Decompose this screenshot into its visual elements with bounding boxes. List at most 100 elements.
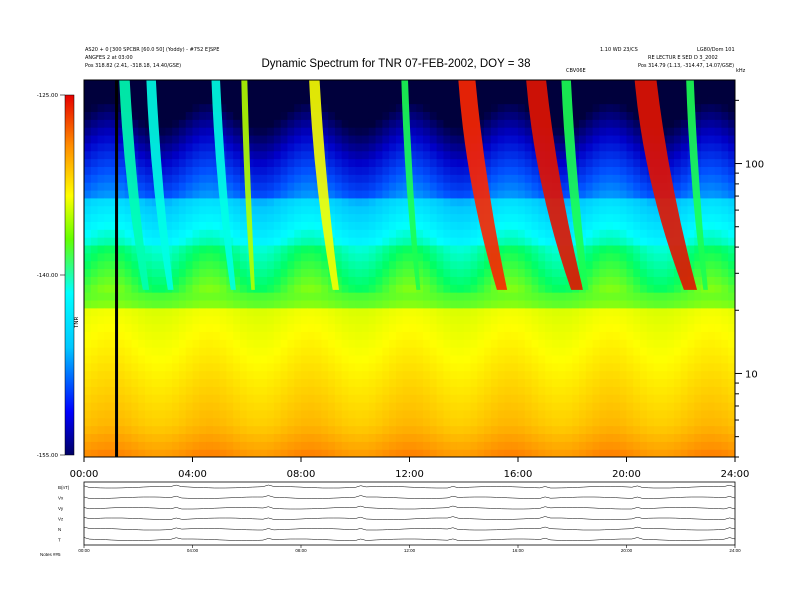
heatmap-cell [145,378,153,387]
heatmap-cell [551,409,560,419]
heatmap-cell [619,347,628,356]
bottom-x-tick-label: 04:00 [187,548,199,553]
heatmap-cell [707,80,716,89]
heatmap-cell [518,402,526,411]
heatmap-cell [409,417,417,427]
heatmap-cell [368,127,377,136]
heatmap-cell [572,449,580,457]
heatmap-cell [585,166,594,175]
heatmap-cell [246,339,255,348]
bottom-row-label: Vx [58,495,64,500]
heatmap-cell [511,441,519,450]
heatmap-cell [484,378,492,387]
heatmap-cell [640,166,648,175]
heatmap-cell [409,268,417,277]
heatmap-cell [90,449,99,457]
heatmap-cell [273,425,282,435]
heatmap-cell [368,87,377,97]
heatmap-cell [151,323,160,332]
heatmap-cell [165,127,173,136]
heatmap-cell [111,80,119,89]
heatmap-cell [714,362,723,372]
heatmap-cell [395,449,404,457]
heatmap-cell [436,276,445,285]
heatmap-cell [307,299,316,309]
heatmap-cell [572,402,580,411]
heatmap-cell [178,268,187,277]
heatmap-cell [111,244,119,254]
heatmap-cell [253,307,261,317]
heatmap-cell [267,292,275,301]
heatmap-cell [518,339,526,348]
heatmap-cell [646,221,655,230]
heatmap-cell [640,425,648,435]
heatmap-cell [673,370,682,380]
heatmap-cell [429,331,438,340]
heatmap-cell [701,213,709,222]
heatmap-cell [477,347,485,356]
heatmap-cell [680,197,689,207]
heatmap-cell [714,221,723,230]
heatmap-cell [463,449,472,457]
heatmap-cell [687,307,695,317]
heatmap-cell [707,276,716,285]
heatmap-cell [660,331,668,340]
heatmap-cell [239,205,248,215]
heatmap-cell [429,174,438,183]
heatmap-cell [294,142,302,152]
heatmap-cell [612,213,621,222]
heatmap-cell [585,260,594,270]
heatmap-cell [518,331,526,340]
heatmap-cell [355,284,363,293]
heatmap-cell [456,174,465,183]
heatmap-cell [280,205,289,215]
heatmap-cell [599,244,607,254]
heatmap-cell [640,370,648,380]
heatmap-cell [239,433,248,442]
heatmap-cell [307,174,316,183]
heatmap-cell [714,205,723,215]
heatmap-cell [355,166,363,175]
heatmap-cell [314,237,322,246]
heatmap-cell [138,111,146,120]
heatmap-cell [362,315,370,325]
heatmap-cell [531,284,539,293]
heatmap-cell [219,331,228,340]
heatmap-cell [151,347,160,356]
heatmap-cell [145,362,153,372]
heatmap-cell [314,307,322,317]
heatmap-cell [599,370,607,380]
heatmap-cell [301,158,309,167]
heatmap-cell [626,323,634,332]
heatmap-cell [450,268,458,277]
heatmap-cell [443,315,451,325]
heatmap-cell [273,299,282,309]
heatmap-cell [599,158,607,167]
heatmap-cell [307,134,316,144]
heatmap-cell [660,244,668,254]
heatmap-cell [504,409,512,419]
heatmap-cell [246,150,255,160]
heatmap-cell [172,386,180,395]
heatmap-cell [707,284,716,293]
heatmap-cell [287,347,295,356]
heatmap-cell [233,166,241,175]
heatmap-cell [158,409,166,419]
heatmap-cell [145,441,153,450]
heatmap-cell [497,111,506,120]
heatmap-cell [463,378,472,387]
heatmap-cell [145,221,153,230]
heatmap-cell [287,449,295,457]
heatmap-cell [145,150,153,160]
heatmap-cell [145,127,153,136]
heatmap-cell [348,441,356,450]
heatmap-cell [443,331,451,340]
heatmap-cell [504,378,512,387]
heatmap-cell [287,174,295,183]
heatmap-cell [612,158,621,167]
heatmap-cell [538,449,546,457]
heatmap-cell [606,189,614,199]
heatmap-cell [226,323,234,332]
heatmap-cell [640,378,648,387]
heatmap-cell [131,315,139,325]
